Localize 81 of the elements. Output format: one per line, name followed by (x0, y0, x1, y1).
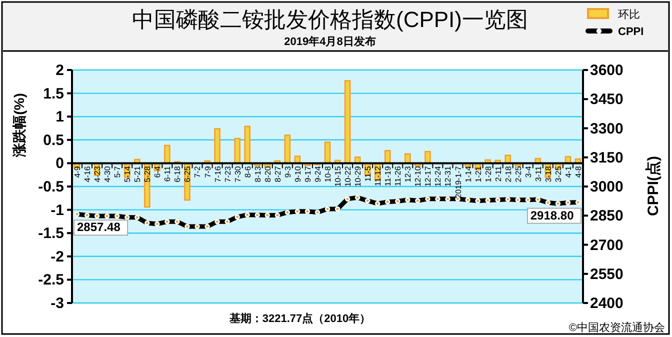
x-tick-label: 4-16 (83, 166, 92, 182)
x-tick-label: 5-7 (113, 166, 122, 178)
chart-title: 中国磷酸二铵批发价格指数(CPPI)一览图 (132, 7, 528, 32)
y-axis-title: 涨跌幅(%) (11, 93, 27, 158)
x-tick-label: 4-8 (574, 166, 583, 178)
y-tick-label: 1 (56, 108, 64, 126)
x-tick-label: 1-28 (484, 166, 493, 182)
x-tick-label: 3-18 (544, 166, 553, 182)
x-tick-label: 10-22 (344, 166, 353, 187)
y2-tick-label: 3600 (590, 62, 624, 79)
x-tick-label: 12-3 (404, 166, 413, 182)
x-tick-label: 9-10 (293, 166, 302, 182)
legend-label: CPPI (618, 26, 644, 38)
x-tick-label: 2019-1-7 (454, 166, 463, 198)
x-tick-label: 9-17 (303, 166, 312, 182)
y2-tick-label: 2400 (590, 295, 624, 312)
x-tick-label: 2-11 (494, 166, 503, 182)
x-tick-label: 3-4 (524, 166, 533, 178)
data-label: 2857.48 (77, 220, 121, 234)
y2-tick-label: 3300 (590, 120, 624, 138)
x-tick-label: 8-27 (273, 166, 282, 182)
x-tick-label: 9-24 (313, 166, 322, 182)
x-tick-label: 10-15 (334, 166, 343, 187)
x-tick-label: 5-14 (123, 166, 132, 182)
x-tick-label: 6-4 (153, 166, 162, 178)
x-tick-label: 7-30 (233, 166, 242, 182)
chart-subtitle: 2019年4月8日发布 (284, 35, 376, 48)
x-tick-label: 3-11 (534, 166, 543, 182)
y2-tick-label: 3450 (590, 91, 624, 108)
x-tick-label: 7-9 (203, 166, 212, 178)
y-tick-label: -2 (50, 248, 64, 266)
y-tick-label: 1.5 (43, 85, 64, 102)
y-tick-label: -3 (50, 295, 64, 312)
x-tick-label: 2-25 (514, 166, 523, 182)
x-tick-label: 5-21 (133, 166, 142, 182)
x-tick-label: 5-28 (143, 166, 152, 182)
x-tick-label: 11-26 (394, 166, 403, 186)
y-tick-label: -1 (50, 202, 64, 219)
x-tick-label: 12-31 (444, 166, 453, 187)
x-tick-label: 12-24 (434, 166, 443, 187)
x-tick-label: 6-18 (173, 166, 182, 182)
x-tick-label: 9-3 (283, 166, 292, 178)
x-tick-label: 12-17 (424, 166, 433, 187)
x-tick-label: 4-1 (564, 166, 573, 178)
y-tick-label: 2 (56, 62, 64, 79)
y-tick-label: -0.5 (38, 178, 64, 196)
x-tick-label: 6-25 (183, 166, 192, 182)
y2-tick-label: 3000 (590, 178, 624, 196)
x-tick-label: 11-12 (374, 166, 383, 186)
y-tick-label: -1.5 (38, 225, 64, 242)
x-tick-label: 4-23 (93, 166, 102, 182)
x-tick-label: 12-10 (414, 166, 423, 187)
x-tick-label: 11-5 (364, 166, 373, 182)
x-tick-label: 1-21 (474, 166, 483, 182)
legend-label: 环比 (618, 8, 640, 21)
y2-tick-label: 2550 (590, 266, 624, 283)
x-tick-label: 10-29 (354, 166, 363, 187)
x-tick-label: 1-14 (464, 166, 473, 182)
y2-tick-label: 2850 (590, 208, 624, 225)
y-tick-label: 0.5 (43, 132, 64, 149)
x-tick-label: 4-30 (103, 166, 112, 182)
x-tick-label: 8-20 (263, 166, 272, 182)
x-tick-label: 8-6 (243, 166, 252, 178)
data-label: 2918.80 (530, 208, 574, 222)
y2-tick-label: 2700 (590, 236, 624, 254)
x-tick-label: 7-23 (223, 166, 232, 182)
x-tick-label: 10-8 (324, 166, 332, 182)
y-tick-label: -2.5 (38, 272, 64, 289)
x-tick-label: 2-18 (504, 166, 513, 182)
x-tick-label: 8-13 (253, 166, 262, 182)
x-tick-label: 6-11 (163, 166, 172, 182)
y2-tick-label: 3150 (590, 149, 624, 166)
x-tick-label: 7-2 (193, 166, 202, 178)
x-tick-label: 11-19 (384, 166, 393, 186)
x-tick-label: 3-25 (554, 166, 563, 182)
x-tick-label: 7-16 (213, 166, 222, 182)
y2-axis-title: CPPI(点) (645, 156, 662, 216)
y-tick-label: 0 (56, 155, 64, 172)
x-tick-label: 4-9 (73, 166, 82, 178)
text: ©中国农资流通协会 (568, 321, 665, 334)
text: 基期：3221.77点（2010年） (228, 312, 371, 325)
